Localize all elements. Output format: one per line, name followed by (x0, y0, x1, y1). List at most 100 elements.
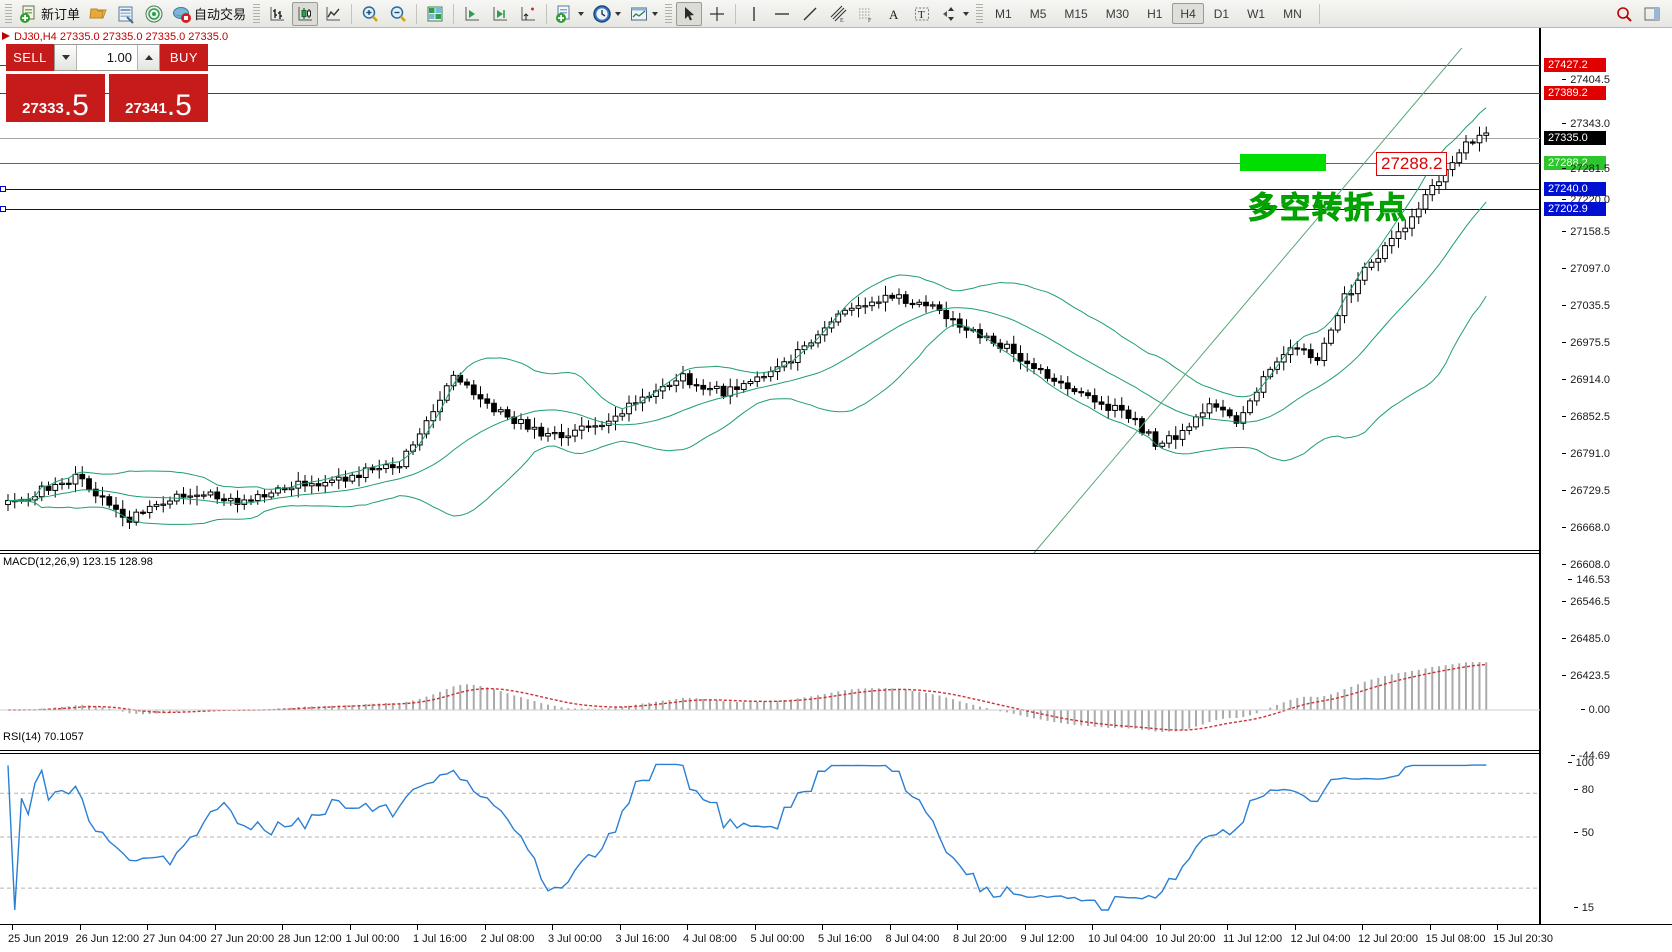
sell-button[interactable]: SELL (6, 44, 54, 71)
auto-scroll-icon-button[interactable] (515, 2, 541, 26)
rsi-tick-2: 50 (1573, 827, 1594, 839)
trendline-icon-button[interactable] (797, 2, 823, 26)
vertical-line-icon-button[interactable] (741, 2, 767, 26)
navigator-icon-button[interactable] (141, 2, 167, 26)
level-line-27240 (0, 189, 1540, 190)
timeframe-m5[interactable]: M5 (1029, 6, 1047, 21)
time-label-9: 3 Jul 16:00 (615, 933, 670, 945)
buy-price-display[interactable]: 27341 .5 (109, 74, 208, 122)
volume-input[interactable]: 1.00 (54, 44, 160, 71)
one-click-trading-panel[interactable]: SELL 1.00 BUY 27333 .5 27341 .5 (6, 44, 208, 122)
time-tick-7 (484, 925, 486, 930)
bar-chart-icon-button[interactable] (264, 2, 290, 26)
time-label-20: 12 Jul 20:00 (1358, 933, 1418, 945)
sell-price-fraction: .5 (63, 89, 89, 123)
toolbar-grip-2[interactable] (253, 3, 261, 24)
price-tick-26914-0: 26914.0 (1562, 374, 1610, 386)
volume-value[interactable]: 1.00 (106, 50, 132, 65)
price-tick-27097-0: 27097.0 (1562, 263, 1610, 275)
timeframe-w1[interactable]: W1 (1247, 6, 1266, 21)
data-window-icon-button[interactable] (422, 2, 448, 26)
timeframe-m30[interactable]: M30 (1105, 6, 1130, 21)
macd-pane-separator-top2 (0, 553, 1540, 554)
order-handle-27202[interactable] (0, 206, 6, 212)
time-tick-5 (349, 925, 351, 930)
price-axis[interactable]: 27427.2 27404.5 27389.2 27343.0 27335.0 27288… (1540, 28, 1672, 939)
fibonacci-icon-button[interactable]: F (853, 2, 879, 26)
price-tick-27202-9[interactable]: 27202.9 (1544, 202, 1606, 216)
shift-start-icon-button[interactable] (459, 2, 485, 26)
new-order-button[interactable]: 新订单 (16, 2, 83, 26)
folder-icon-button[interactable] (85, 2, 111, 26)
level-line-27427 (0, 65, 1540, 66)
zoom-in-icon-button[interactable] (357, 2, 383, 26)
price-tick-27389-2[interactable]: 27389.2 (1544, 86, 1606, 100)
chevron-down-icon-2[interactable] (615, 11, 622, 16)
price-tick-27240-0[interactable]: 27240.0 (1544, 182, 1606, 196)
svg-text:T: T (918, 9, 925, 21)
time-label-15: 9 Jul 12:00 (1020, 933, 1075, 945)
svg-text:F: F (868, 18, 872, 24)
price-tick-27288-2[interactable]: 27288.2 (1544, 156, 1606, 170)
macd-histogram (13, 661, 1488, 732)
time-tick-19 (1294, 925, 1296, 930)
time-label-12: 5 Jul 16:00 (818, 933, 872, 945)
time-tick-4 (282, 925, 283, 930)
price-tick-26668-0: 26668.0 (1562, 522, 1610, 534)
timeframe-h1[interactable]: H1 (1147, 6, 1163, 21)
timeframe-m1[interactable]: M1 (995, 6, 1012, 21)
chevron-down-icon-3[interactable] (652, 11, 659, 16)
timeframe-d1[interactable]: D1 (1213, 6, 1230, 21)
chevron-down-icon-4[interactable] (963, 11, 970, 16)
timeframe-mn[interactable]: MN (1283, 6, 1302, 21)
price-tick-26729-5: 26729.5 (1562, 485, 1610, 497)
time-label-19: 12 Jul 04:00 (1290, 933, 1351, 945)
time-axis[interactable]: 25 Jun 2019 26 Jun 12:00 27 Jun 04:00 27 Ju… (0, 924, 1672, 952)
toolbar-grip-4[interactable] (976, 3, 984, 24)
timeframe-h4[interactable]: H4 (1172, 3, 1204, 24)
time-label-8: 3 Jul 00:00 (548, 933, 602, 945)
crosshair-icon-button[interactable] (704, 2, 730, 26)
text-object-icon-button[interactable]: T (909, 2, 935, 26)
buy-button[interactable]: BUY (160, 44, 208, 71)
volume-increment-icon[interactable] (137, 45, 159, 70)
chevron-down-icon[interactable] (578, 11, 585, 16)
toolbar-grip[interactable] (5, 3, 12, 24)
panel-toggle-icon-button[interactable] (1639, 2, 1665, 26)
horizontal-line-icon-button[interactable] (769, 2, 795, 26)
macd-tick-1: 0.00 (1580, 704, 1610, 716)
candlestick-chart-icon-button[interactable] (292, 1, 319, 26)
bollinger-middle-line (7, 201, 1487, 504)
market-watch-icon-button[interactable] (113, 2, 139, 26)
template-icon-button[interactable] (552, 2, 587, 26)
text-label-icon-button[interactable]: A (881, 2, 907, 26)
search-icon-button[interactable] (1611, 2, 1637, 26)
new-order-label: 新订单 (41, 7, 81, 22)
period-clock-icon-button[interactable] (589, 2, 624, 26)
time-label-17: 10 Jul 20:00 (1155, 933, 1216, 945)
indicators-icon-button[interactable] (626, 2, 661, 26)
line-chart-icon-button[interactable] (320, 2, 346, 26)
price-tick-27335-0[interactable]: 27335.0 (1544, 131, 1606, 145)
equidistant-channel-icon-button[interactable]: E (825, 2, 851, 26)
toolbar-grip-3[interactable] (665, 3, 673, 24)
price-tick-27427-2[interactable]: 27427.2 (1544, 58, 1606, 72)
order-handle-27240[interactable] (0, 186, 6, 192)
time-tick-12 (822, 925, 823, 930)
timeframe-m15[interactable]: M15 (1064, 6, 1088, 21)
macd-pane-separator-top (0, 550, 1540, 551)
rsi-plot (0, 763, 1540, 911)
time-label-6: 1 Jul 16:00 (413, 933, 467, 945)
chart-canvas[interactable]: DJ30,H4 27335.0 27335.0 27335.0 27335.0 … (0, 28, 1540, 924)
cursor-icon-button[interactable] (676, 1, 703, 26)
shift-end-icon-button[interactable] (487, 2, 513, 26)
volume-dropdown-icon[interactable] (55, 45, 77, 70)
arrows-icon-button[interactable] (937, 2, 972, 26)
price-tick-26791-0: 26791.0 (1562, 448, 1610, 460)
chart-title: DJ30,H4 27335.0 27335.0 27335.0 27335.0 (14, 31, 229, 43)
sell-price-display[interactable]: 27333 .5 (6, 74, 105, 122)
price-tick-26975-5: 26975.5 (1562, 337, 1610, 349)
time-tick-6 (417, 925, 418, 930)
auto-trading-button[interactable]: 自动交易 (169, 2, 249, 26)
zoom-out-icon-button[interactable] (385, 2, 411, 26)
